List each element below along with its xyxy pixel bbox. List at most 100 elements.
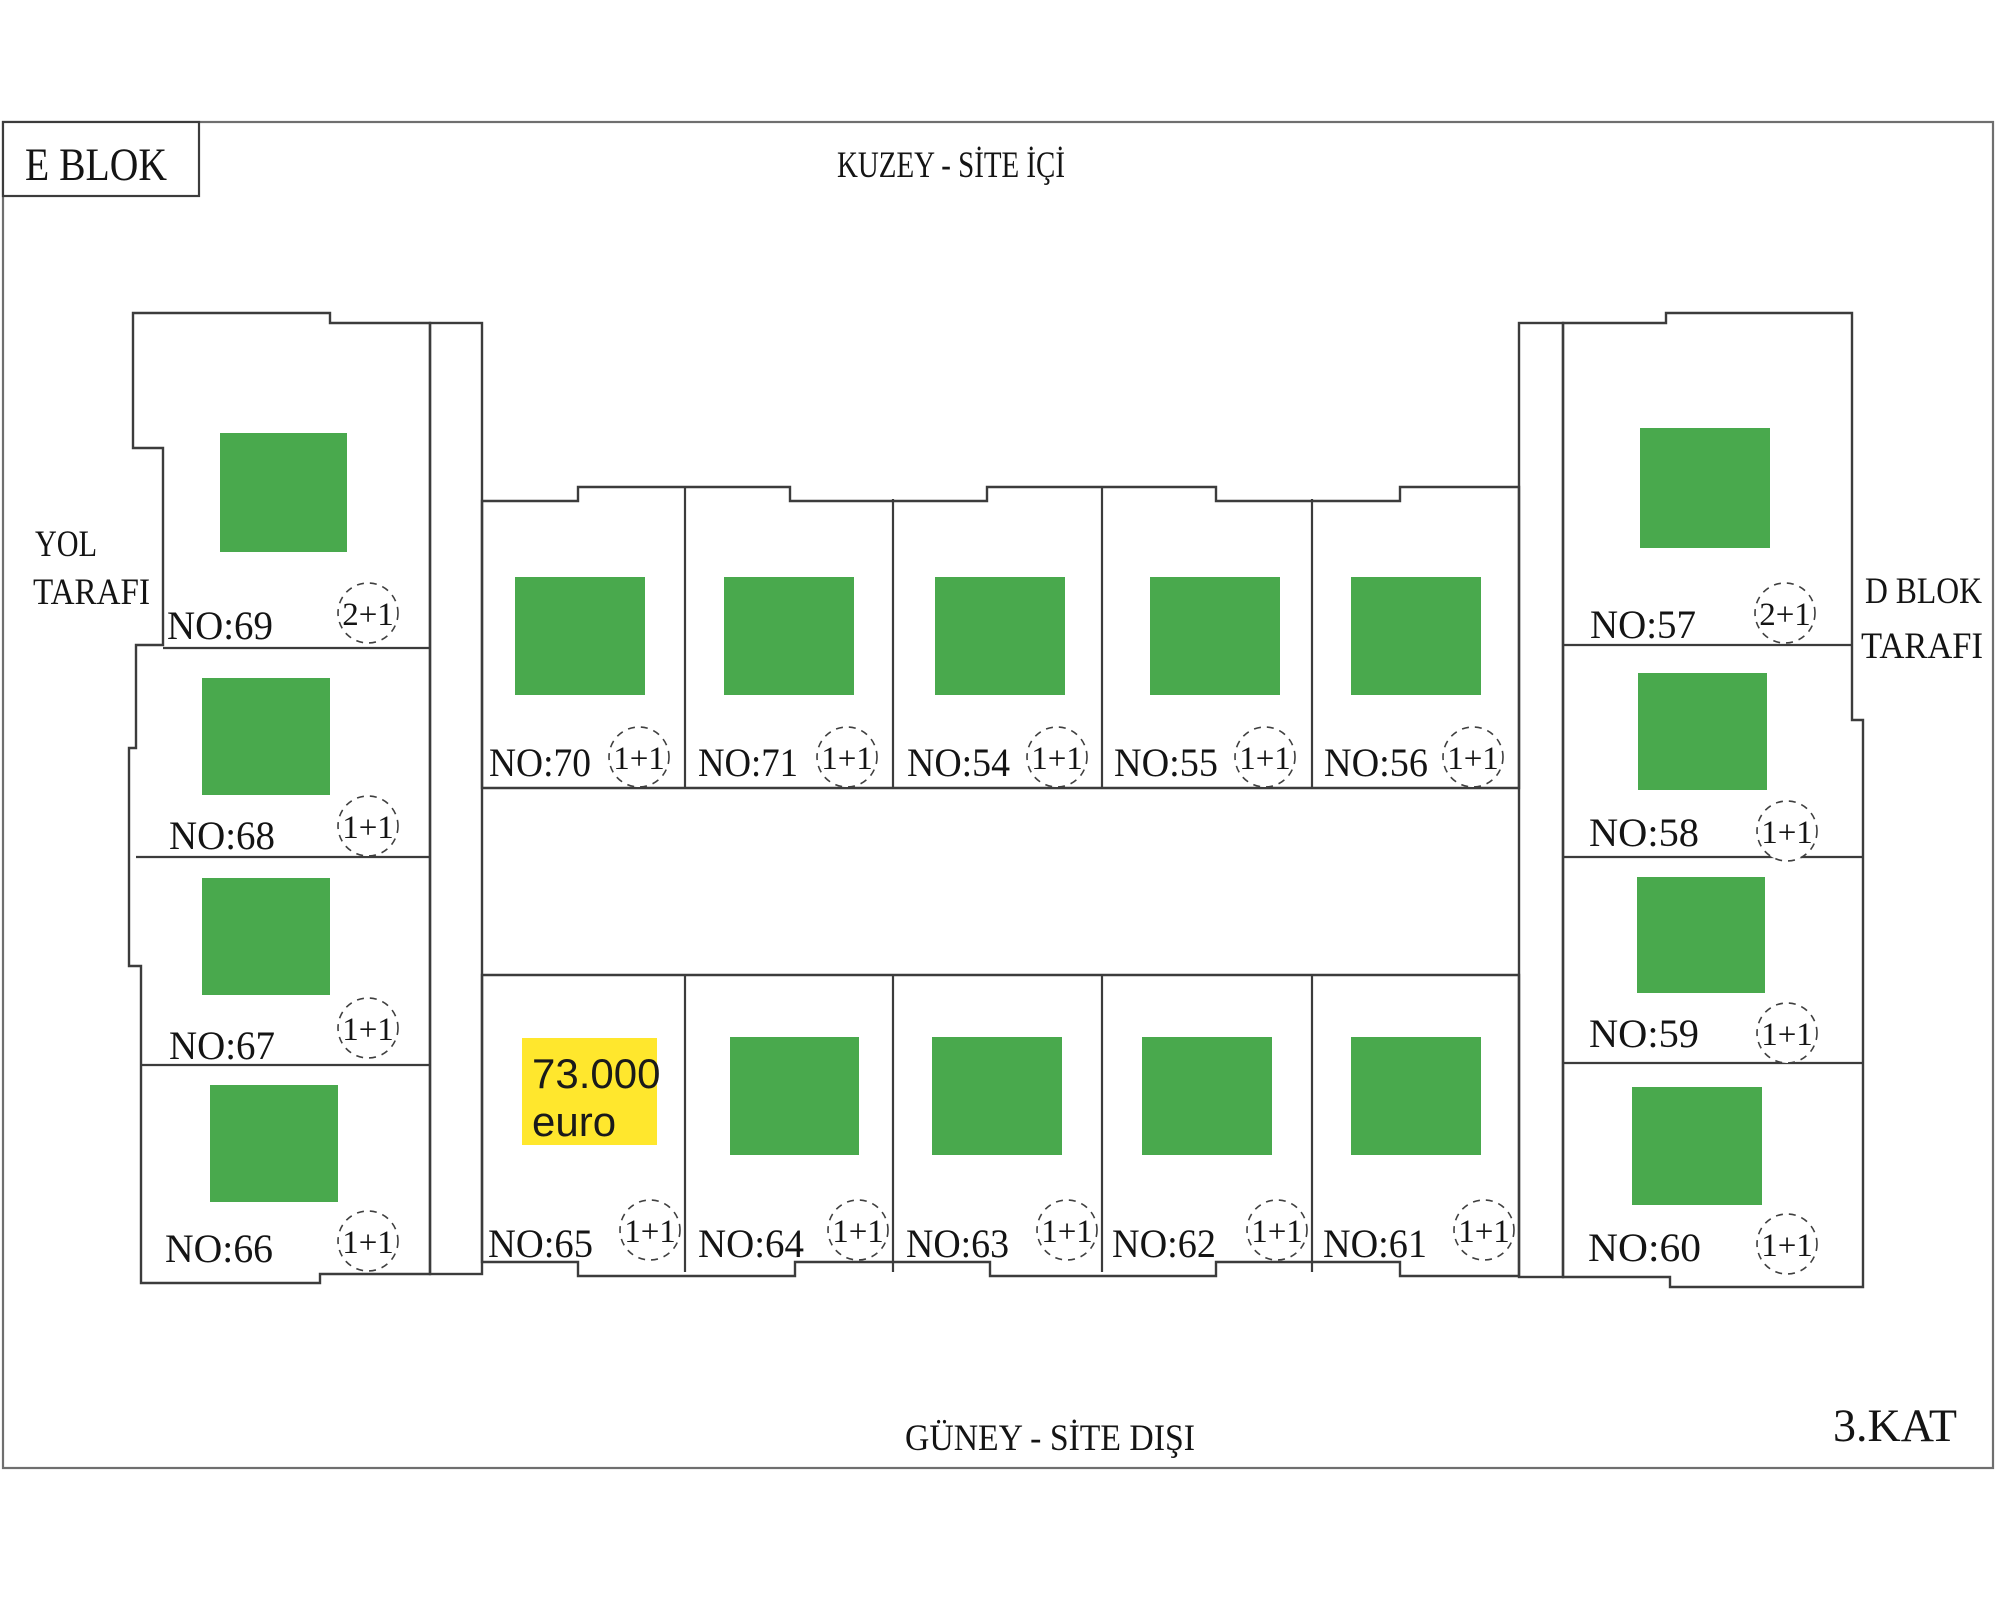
- unit-63-type-badge: [1036, 1199, 1098, 1261]
- unit-54-label: NO:54: [907, 740, 1010, 785]
- unit-57-type: 2+1: [1759, 597, 1811, 633]
- unit-55-availability-marker: [1150, 577, 1280, 695]
- unit-65[interactable]: 73.000 euro NO:65 1+1: [488, 1038, 681, 1266]
- unit-54[interactable]: NO:54 1+1: [907, 577, 1088, 788]
- unit-68[interactable]: NO:68 1+1: [169, 678, 399, 858]
- unit-70[interactable]: NO:70 1+1: [489, 577, 670, 788]
- unit-59-label: NO:59: [1589, 1011, 1699, 1056]
- unit-59-availability-marker: [1637, 877, 1765, 993]
- unit-63[interactable]: NO:63 1+1: [906, 1037, 1098, 1266]
- unit-58-availability-marker: [1638, 673, 1767, 790]
- south-label: GÜNEY - SİTE DIŞI: [905, 1418, 1195, 1459]
- unit-65-price-highlight: [522, 1038, 657, 1145]
- unit-69-type: 2+1: [342, 597, 394, 633]
- unit-60-type-badge: [1756, 1213, 1818, 1275]
- unit-58-label: NO:58: [1589, 810, 1699, 855]
- west-label-line2: TARAFI: [33, 572, 150, 613]
- left-tower-outline: [127, 311, 432, 1285]
- unit-63-label: NO:63: [906, 1221, 1009, 1266]
- unit-65-price-line2: euro: [532, 1098, 616, 1145]
- unit-62-type: 1+1: [1251, 1214, 1303, 1250]
- unit-66[interactable]: NO:66 1+1: [165, 1085, 399, 1272]
- unit-61-type: 1+1: [1458, 1214, 1510, 1250]
- unit-57-type-badge: [1754, 582, 1816, 644]
- unit-57-availability-marker: [1640, 428, 1770, 548]
- unit-62-type-badge: [1246, 1199, 1308, 1261]
- unit-58-type-badge: [1756, 800, 1818, 862]
- unit-67-type: 1+1: [342, 1012, 394, 1048]
- unit-70-type: 1+1: [613, 741, 665, 777]
- right-connector-shaft: [1517, 321, 1565, 1279]
- unit-62[interactable]: NO:62 1+1: [1112, 1037, 1308, 1266]
- unit-64-type-badge: [827, 1199, 889, 1261]
- unit-54-type-badge: [1026, 726, 1088, 788]
- unit-58[interactable]: NO:58 1+1: [1589, 673, 1818, 862]
- unit-69-availability-marker: [220, 433, 347, 552]
- unit-65-label: NO:65: [488, 1221, 593, 1266]
- unit-68-label: NO:68: [169, 813, 275, 858]
- unit-67-type-badge: [337, 997, 399, 1059]
- unit-60-type: 1+1: [1761, 1228, 1813, 1264]
- unit-61-availability-marker: [1351, 1037, 1481, 1155]
- unit-65-type-badge: [619, 1199, 681, 1261]
- unit-56-availability-marker: [1351, 577, 1481, 695]
- unit-70-type-badge: [608, 726, 670, 788]
- unit-61-type-badge: [1453, 1199, 1515, 1261]
- unit-65-type: 1+1: [624, 1214, 676, 1250]
- unit-67[interactable]: NO:67 1+1: [169, 878, 399, 1068]
- unit-65-price-line1: 73.000: [532, 1050, 660, 1097]
- unit-71[interactable]: NO:71 1+1: [698, 577, 878, 788]
- unit-67-label: NO:67: [169, 1023, 275, 1068]
- unit-68-type: 1+1: [342, 810, 394, 846]
- unit-60-label: NO:60: [1588, 1225, 1701, 1270]
- unit-55-type: 1+1: [1239, 741, 1291, 777]
- unit-54-availability-marker: [935, 577, 1065, 695]
- unit-63-type: 1+1: [1041, 1214, 1093, 1250]
- left-connector-shaft: [428, 321, 484, 1276]
- unit-67-availability-marker: [202, 878, 330, 995]
- unit-68-type-badge: [337, 795, 399, 857]
- unit-64-label: NO:64: [698, 1221, 804, 1266]
- unit-66-availability-marker: [210, 1085, 338, 1202]
- unit-62-label: NO:62: [1112, 1221, 1216, 1266]
- unit-69-type-badge: [337, 582, 399, 644]
- unit-56-type: 1+1: [1447, 741, 1499, 777]
- unit-59-type-badge: [1756, 1002, 1818, 1064]
- unit-66-label: NO:66: [165, 1226, 273, 1271]
- unit-56-label: NO:56: [1324, 740, 1428, 785]
- unit-61[interactable]: NO:61 1+1: [1323, 1037, 1515, 1266]
- unit-66-type: 1+1: [342, 1225, 394, 1261]
- bottom-row-outline: [480, 973, 1521, 1278]
- unit-64[interactable]: NO:64 1+1: [698, 1037, 889, 1266]
- unit-57[interactable]: NO:57 2+1: [1590, 428, 1816, 647]
- floor-label: 3.KAT: [1833, 1400, 1957, 1452]
- plan-outer-border: [1, 120, 1995, 1470]
- unit-66-type-badge: [337, 1210, 399, 1272]
- unit-56[interactable]: NO:56 1+1: [1324, 577, 1504, 788]
- unit-58-type: 1+1: [1761, 815, 1813, 851]
- unit-60[interactable]: NO:60 1+1: [1588, 1087, 1818, 1275]
- unit-57-label: NO:57: [1590, 602, 1696, 647]
- unit-63-availability-marker: [932, 1037, 1062, 1155]
- unit-68-availability-marker: [202, 678, 330, 795]
- unit-64-type: 1+1: [832, 1214, 884, 1250]
- unit-55-type-badge: [1234, 726, 1296, 788]
- block-title-box: [1, 120, 201, 198]
- unit-71-availability-marker: [724, 577, 854, 695]
- north-label: KUZEY - SİTE İÇİ: [837, 145, 1065, 186]
- unit-69[interactable]: NO:69 2+1: [167, 433, 399, 648]
- unit-59-type: 1+1: [1761, 1017, 1813, 1053]
- unit-64-availability-marker: [730, 1037, 859, 1155]
- east-label-line2: TARAFI: [1861, 626, 1983, 667]
- unit-70-availability-marker: [515, 577, 645, 695]
- west-label-line1: YOL: [35, 524, 97, 565]
- unit-54-type: 1+1: [1031, 741, 1083, 777]
- east-label-line1: D BLOK: [1865, 571, 1982, 612]
- unit-55[interactable]: NO:55 1+1: [1114, 577, 1296, 788]
- unit-71-label: NO:71: [698, 740, 798, 785]
- right-tower-outline: [1561, 311, 1865, 1289]
- unit-59[interactable]: NO:59 1+1: [1589, 877, 1818, 1064]
- unit-69-label: NO:69: [167, 603, 273, 648]
